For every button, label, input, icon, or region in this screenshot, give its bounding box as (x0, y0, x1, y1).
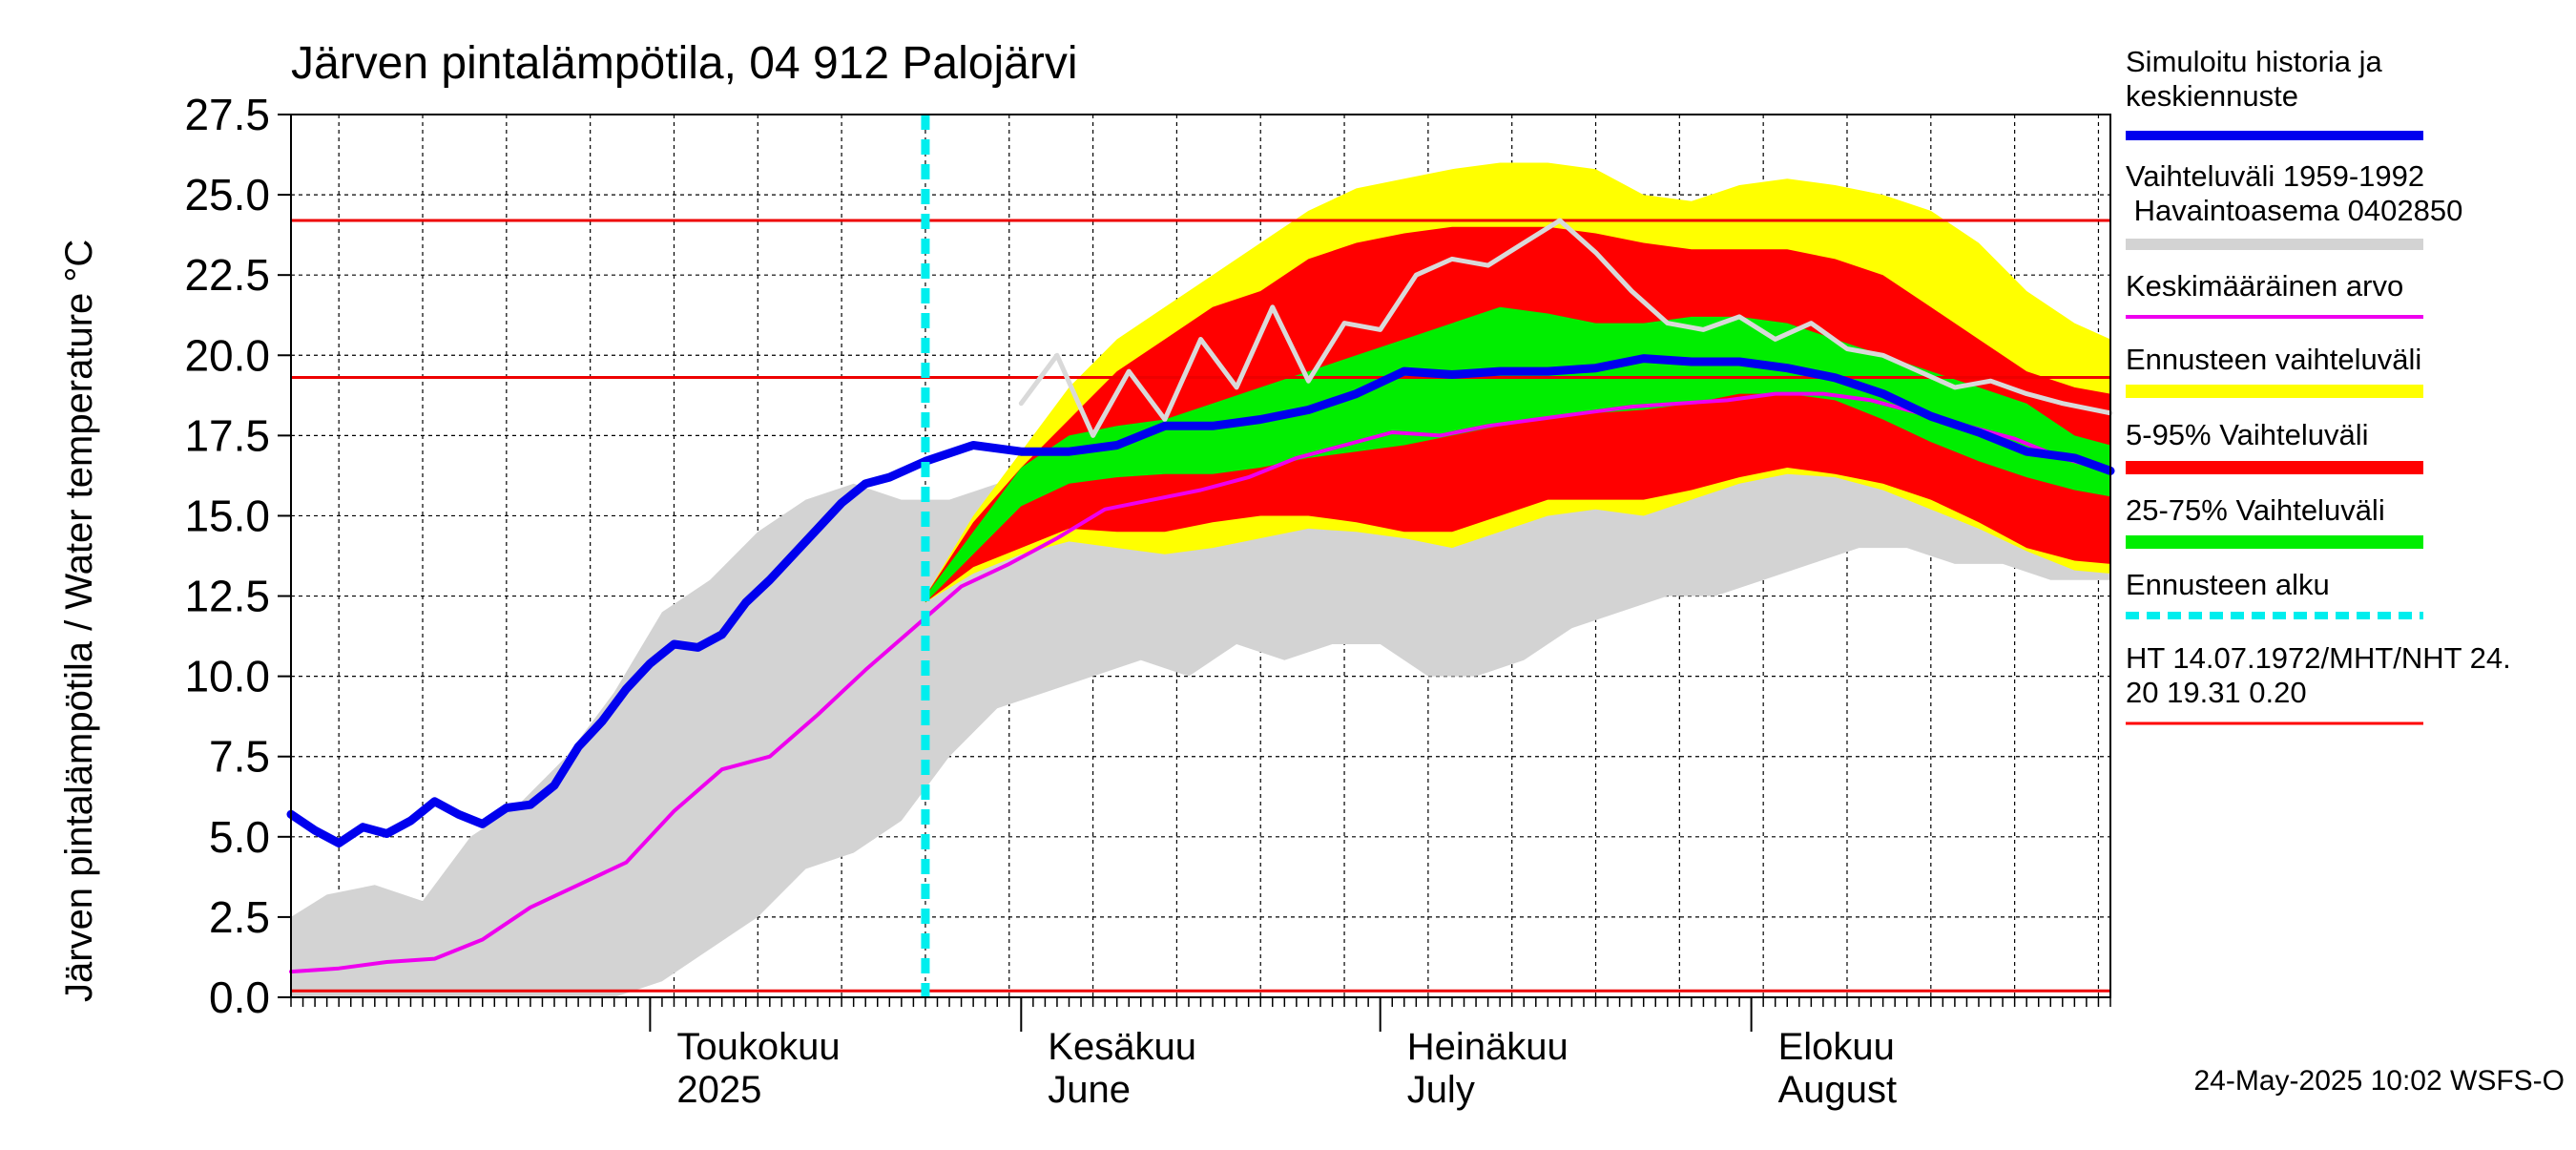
y-tick-label: 25.0 (184, 170, 270, 220)
observed-line (1018, 218, 2113, 438)
x-month-label: Toukokuu (676, 1026, 840, 1068)
x-month-label-en: August (1778, 1069, 1898, 1111)
legend-label: HT 14.07.1972/MHT/NHT 24. 20 19.31 0.20 (2126, 641, 2511, 709)
legend-label: 5-95% Vaihteluväli (2126, 418, 2368, 451)
x-month-label-en: July (1407, 1069, 1475, 1111)
timestamp: 24-May-2025 10:02 WSFS-O (2194, 1065, 2566, 1097)
x-month-label: Kesäkuu (1048, 1026, 1196, 1068)
simulated-mean-line (286, 354, 2115, 847)
y-tick-label: 27.5 (184, 90, 270, 139)
y-tick-label: 22.5 (184, 250, 270, 300)
average-line (289, 391, 2112, 974)
y-tick-label: 15.0 (184, 491, 270, 540)
legend-label: Keskimääräinen arvo (2126, 269, 2403, 303)
legend-label: Vaihteluväli 1959-1992 Havaintoasema 040… (2126, 159, 2462, 227)
y-axis-label: Järven pintalämpötila / Water temperatur… (58, 240, 100, 1002)
axes-layer: 0.0 2.5 5.0 7.5 10.0 12.5 15.0 17.5 20.0 22.5 25.0… (184, 90, 2111, 1111)
legend-label: Ennusteen vaihteluväli (2126, 343, 2421, 376)
x-month-label-en: 2025 (676, 1069, 761, 1111)
chart-title: Järven pintalämpötila, 04 912 Palojärvi (291, 38, 1077, 89)
y-tick-label: 0.0 (209, 972, 270, 1022)
p25-p75-band (924, 306, 2110, 603)
legend: Simuloitu historia ja keskiennuste Vaihtel… (2126, 45, 2511, 725)
lines-layer (286, 115, 2115, 999)
legend-label: Ennusteen alku (2126, 568, 2330, 601)
x-month-label: Heinäkuu (1407, 1026, 1568, 1068)
y-tick-label: 10.0 (184, 652, 270, 701)
y-tick-label: 5.0 (209, 812, 270, 862)
x-month-label-en: June (1048, 1069, 1131, 1111)
y-tick-label: 7.5 (209, 732, 270, 782)
y-tick-label: 2.5 (209, 892, 270, 942)
legend-label: 25-75% Vaihteluväli (2126, 493, 2385, 527)
y-tick-label: 12.5 (184, 572, 270, 621)
bands-layer (291, 162, 2110, 997)
y-tick-label: 17.5 (184, 410, 270, 460)
legend-label: Simuloitu historia ja keskiennuste (2126, 45, 2383, 113)
y-tick-label: 20.0 (184, 330, 270, 380)
x-month-label: Elokuu (1778, 1026, 1895, 1068)
